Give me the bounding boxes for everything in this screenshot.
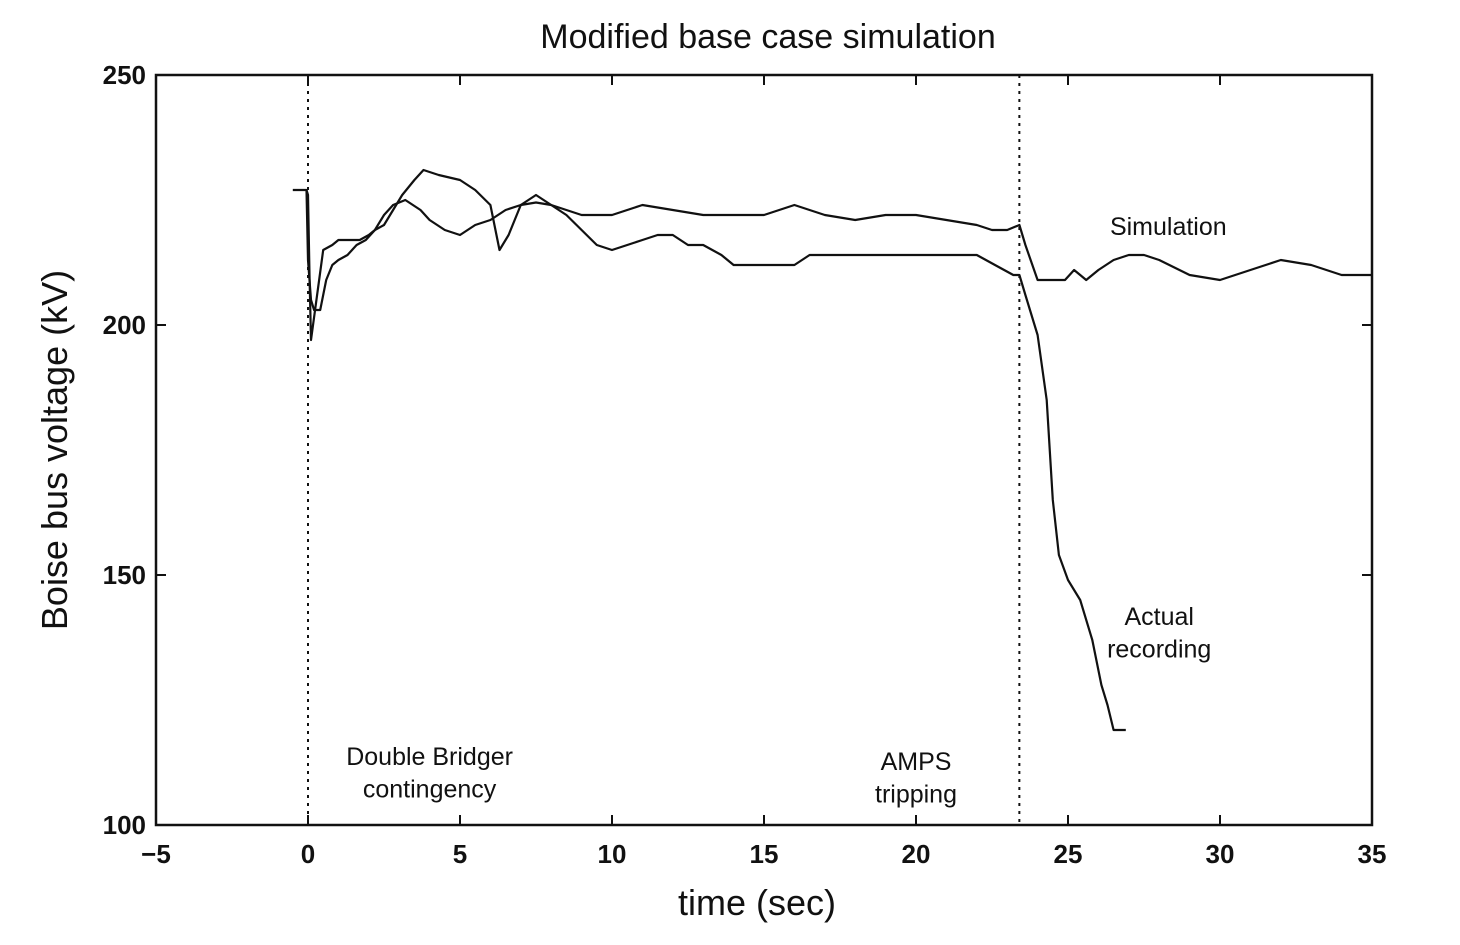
y-tick-label: 150 <box>103 560 146 590</box>
x-axis-label: time (sec) <box>678 882 836 923</box>
series-line-1 <box>292 188 1372 312</box>
annotation-line: AMPS <box>881 748 952 776</box>
x-tick-label: −5 <box>141 839 171 869</box>
event-lines <box>307 75 1021 825</box>
y-axis-label: Boise bus voltage (kV) <box>34 270 75 630</box>
x-tick-label: 10 <box>598 839 627 869</box>
plot-frame <box>154 73 1374 827</box>
series-group <box>292 168 1372 732</box>
annotation-line: Actual <box>1124 603 1193 631</box>
y-tick-label: 200 <box>103 310 146 340</box>
x-tick-label: 5 <box>453 839 467 869</box>
x-tick-label: 25 <box>1054 839 1083 869</box>
annotations: Double Bridger contingency AMPS tripping Sim… <box>346 213 1226 809</box>
annotation-line: Simulation <box>1110 213 1227 241</box>
annotation-line: Double Bridger <box>346 743 513 771</box>
x-tick-label: 15 <box>750 839 779 869</box>
y-axis-ticks: 100 150 200 250 <box>103 60 1372 840</box>
annotation: Double Bridger contingency <box>346 743 513 804</box>
annotation: Simulation <box>1110 213 1227 241</box>
annotation-line: tripping <box>875 781 957 809</box>
annotation: Actual recording <box>1107 603 1211 664</box>
x-tick-label: 0 <box>301 839 315 869</box>
x-tick-label: 30 <box>1206 839 1235 869</box>
x-tick-label: 35 <box>1358 839 1387 869</box>
annotation: AMPS tripping <box>875 748 957 809</box>
annotation-line: recording <box>1107 636 1211 664</box>
chart-title: Modified base case simulation <box>540 18 995 56</box>
x-tick-label: 20 <box>902 839 931 869</box>
y-tick-label: 100 <box>103 810 146 840</box>
y-tick-label: 250 <box>103 60 146 90</box>
series-line-2 <box>305 168 1126 732</box>
annotation-line: contingency <box>363 776 497 804</box>
x-axis-ticks: −5 0 5 10 15 20 25 30 35 <box>141 75 1386 869</box>
